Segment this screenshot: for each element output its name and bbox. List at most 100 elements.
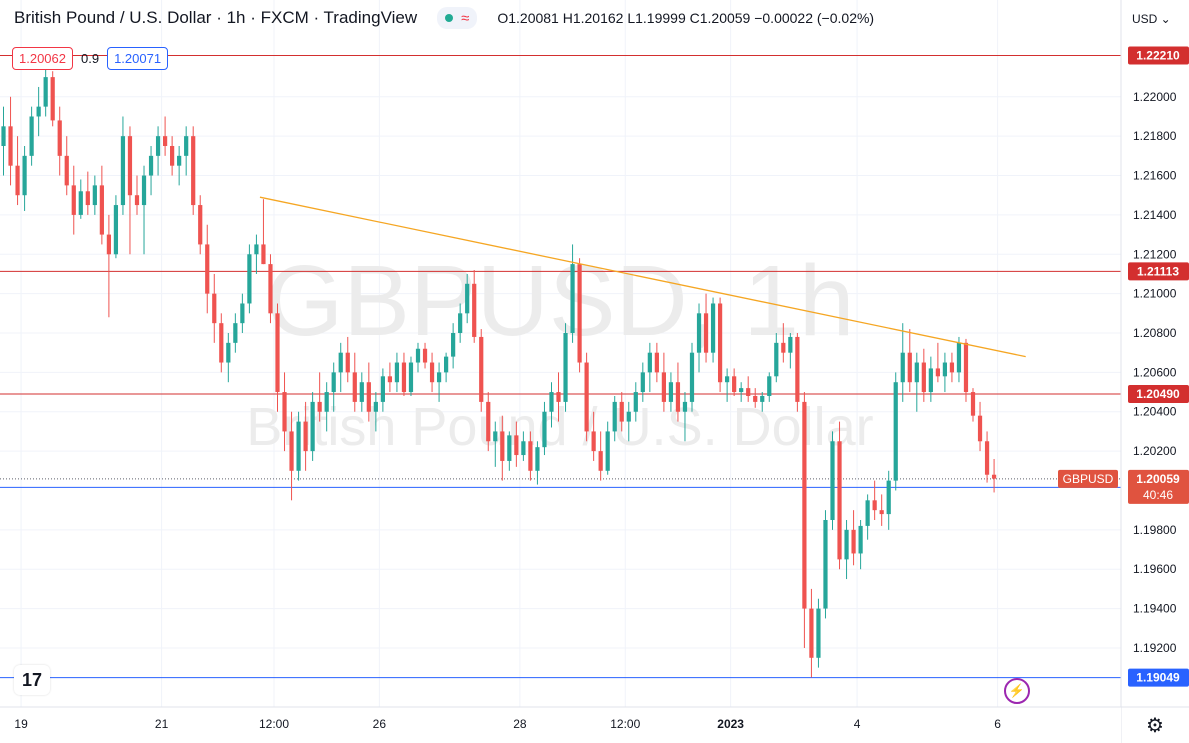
time-tick-label: 4 bbox=[854, 717, 861, 731]
alert-bolt-icon[interactable]: ⚡ bbox=[1004, 678, 1030, 704]
candle-body bbox=[521, 441, 526, 456]
candle-body bbox=[177, 155, 182, 166]
price-tick-label: 1.19400 bbox=[1133, 602, 1177, 616]
candle-body bbox=[268, 264, 273, 314]
candle-body bbox=[767, 376, 772, 396]
time-axis-panel bbox=[0, 707, 1121, 743]
candle-body bbox=[1, 126, 6, 147]
candle-body bbox=[415, 348, 421, 363]
candle-body bbox=[29, 116, 34, 156]
candle-body bbox=[345, 352, 350, 373]
candle-body bbox=[542, 411, 547, 448]
candle-body bbox=[317, 401, 322, 412]
candle-body bbox=[949, 362, 955, 373]
candle-body bbox=[774, 342, 779, 377]
level-price-tag bbox=[1128, 668, 1189, 687]
level-price-tag-text: 1.20490 bbox=[1136, 387, 1180, 401]
candle-body bbox=[977, 415, 983, 442]
candle-body bbox=[191, 136, 196, 206]
candle-body bbox=[696, 313, 702, 353]
candle-body bbox=[380, 376, 385, 402]
time-tick-label: 26 bbox=[373, 717, 387, 731]
candle-body bbox=[809, 608, 814, 658]
candle-body bbox=[50, 77, 55, 121]
candle-body bbox=[577, 264, 582, 363]
watermark-name: British Pound / U.S. Dollar bbox=[246, 397, 873, 457]
level-price-tag-text: 1.21113 bbox=[1137, 264, 1179, 278]
price-tick-label: 1.20600 bbox=[1133, 365, 1177, 379]
time-tick-label: 12:00 bbox=[610, 717, 640, 731]
candle-body bbox=[408, 362, 414, 393]
candle-body bbox=[43, 77, 48, 107]
level-price-tag bbox=[1128, 385, 1189, 404]
candle-body bbox=[387, 376, 393, 383]
candle-body bbox=[22, 155, 27, 196]
candle-body bbox=[15, 165, 20, 196]
candle-body bbox=[8, 126, 13, 166]
price-tick-label: 1.20800 bbox=[1133, 326, 1177, 340]
candle-body bbox=[219, 323, 224, 363]
price-axis-panel bbox=[1121, 0, 1189, 743]
candle-body bbox=[781, 342, 786, 353]
candle-body bbox=[71, 185, 76, 215]
candle-body bbox=[647, 352, 652, 373]
price-tick-label: 1.22000 bbox=[1133, 90, 1177, 104]
candle-body bbox=[458, 313, 463, 334]
candle-body bbox=[507, 435, 512, 461]
spread-value: 0.9 bbox=[81, 51, 100, 66]
candle-body bbox=[907, 352, 912, 383]
symbol-tag-text: GBPUSD bbox=[1063, 472, 1114, 486]
candle-body bbox=[134, 195, 140, 206]
candle-body bbox=[675, 382, 681, 412]
candle-body bbox=[921, 362, 926, 393]
sell-price-button[interactable]: 1.20062 bbox=[12, 47, 73, 70]
candle-body bbox=[739, 388, 744, 393]
candle-body bbox=[275, 313, 280, 393]
time-tick-label: 19 bbox=[14, 717, 28, 731]
last-price-tag-text: 1.20059 bbox=[1136, 472, 1180, 486]
candle-body bbox=[851, 529, 856, 554]
candle-body bbox=[963, 342, 969, 393]
candle-body bbox=[479, 336, 484, 402]
candle-body bbox=[956, 342, 962, 373]
candle-body bbox=[296, 421, 301, 471]
price-tick-label: 1.21600 bbox=[1133, 169, 1177, 183]
candle-body bbox=[717, 303, 723, 383]
candle-body bbox=[148, 155, 154, 176]
candle-body bbox=[900, 352, 905, 383]
candle-body bbox=[170, 146, 175, 166]
market-open-dot-icon bbox=[445, 14, 454, 22]
tradingview-logo-icon[interactable]: 17 bbox=[14, 665, 50, 695]
price-tick-label: 1.19600 bbox=[1133, 562, 1177, 576]
candle-body bbox=[732, 376, 737, 393]
candle-body bbox=[106, 234, 111, 255]
candle-body bbox=[127, 136, 133, 196]
currency-selector[interactable]: USD ⌄ bbox=[1132, 12, 1171, 26]
level-price-tag bbox=[1128, 262, 1189, 281]
time-tick-label: 2023 bbox=[717, 717, 744, 731]
candle-body bbox=[844, 529, 849, 560]
candle-body bbox=[493, 431, 498, 442]
price-tick-label: 1.19800 bbox=[1133, 523, 1177, 537]
watermark-symbol: GBPUSD, 1h bbox=[265, 245, 854, 357]
candle-body bbox=[872, 500, 877, 511]
candle-body bbox=[858, 525, 863, 554]
candle-body bbox=[422, 348, 428, 363]
candle-body bbox=[570, 264, 575, 334]
settings-gear-icon[interactable]: ⚙ bbox=[1146, 715, 1164, 737]
candle-body bbox=[535, 447, 540, 471]
candle-body bbox=[486, 401, 491, 442]
market-status-pill[interactable]: ≈ bbox=[437, 7, 478, 29]
buy-price-button[interactable]: 1.20071 bbox=[107, 47, 169, 70]
candle-body bbox=[556, 392, 561, 402]
candle-body bbox=[359, 382, 364, 402]
candle-body bbox=[760, 395, 765, 402]
candle-body bbox=[753, 395, 758, 402]
ohlc-readout: O1.20081 H1.20162 L1.19999 C1.20059 −0.0… bbox=[497, 10, 875, 26]
candle-body bbox=[64, 155, 69, 186]
price-tick-label: 1.20200 bbox=[1133, 444, 1177, 458]
candle-body bbox=[802, 401, 807, 609]
candle-body bbox=[254, 244, 259, 255]
candle-body bbox=[970, 392, 976, 416]
